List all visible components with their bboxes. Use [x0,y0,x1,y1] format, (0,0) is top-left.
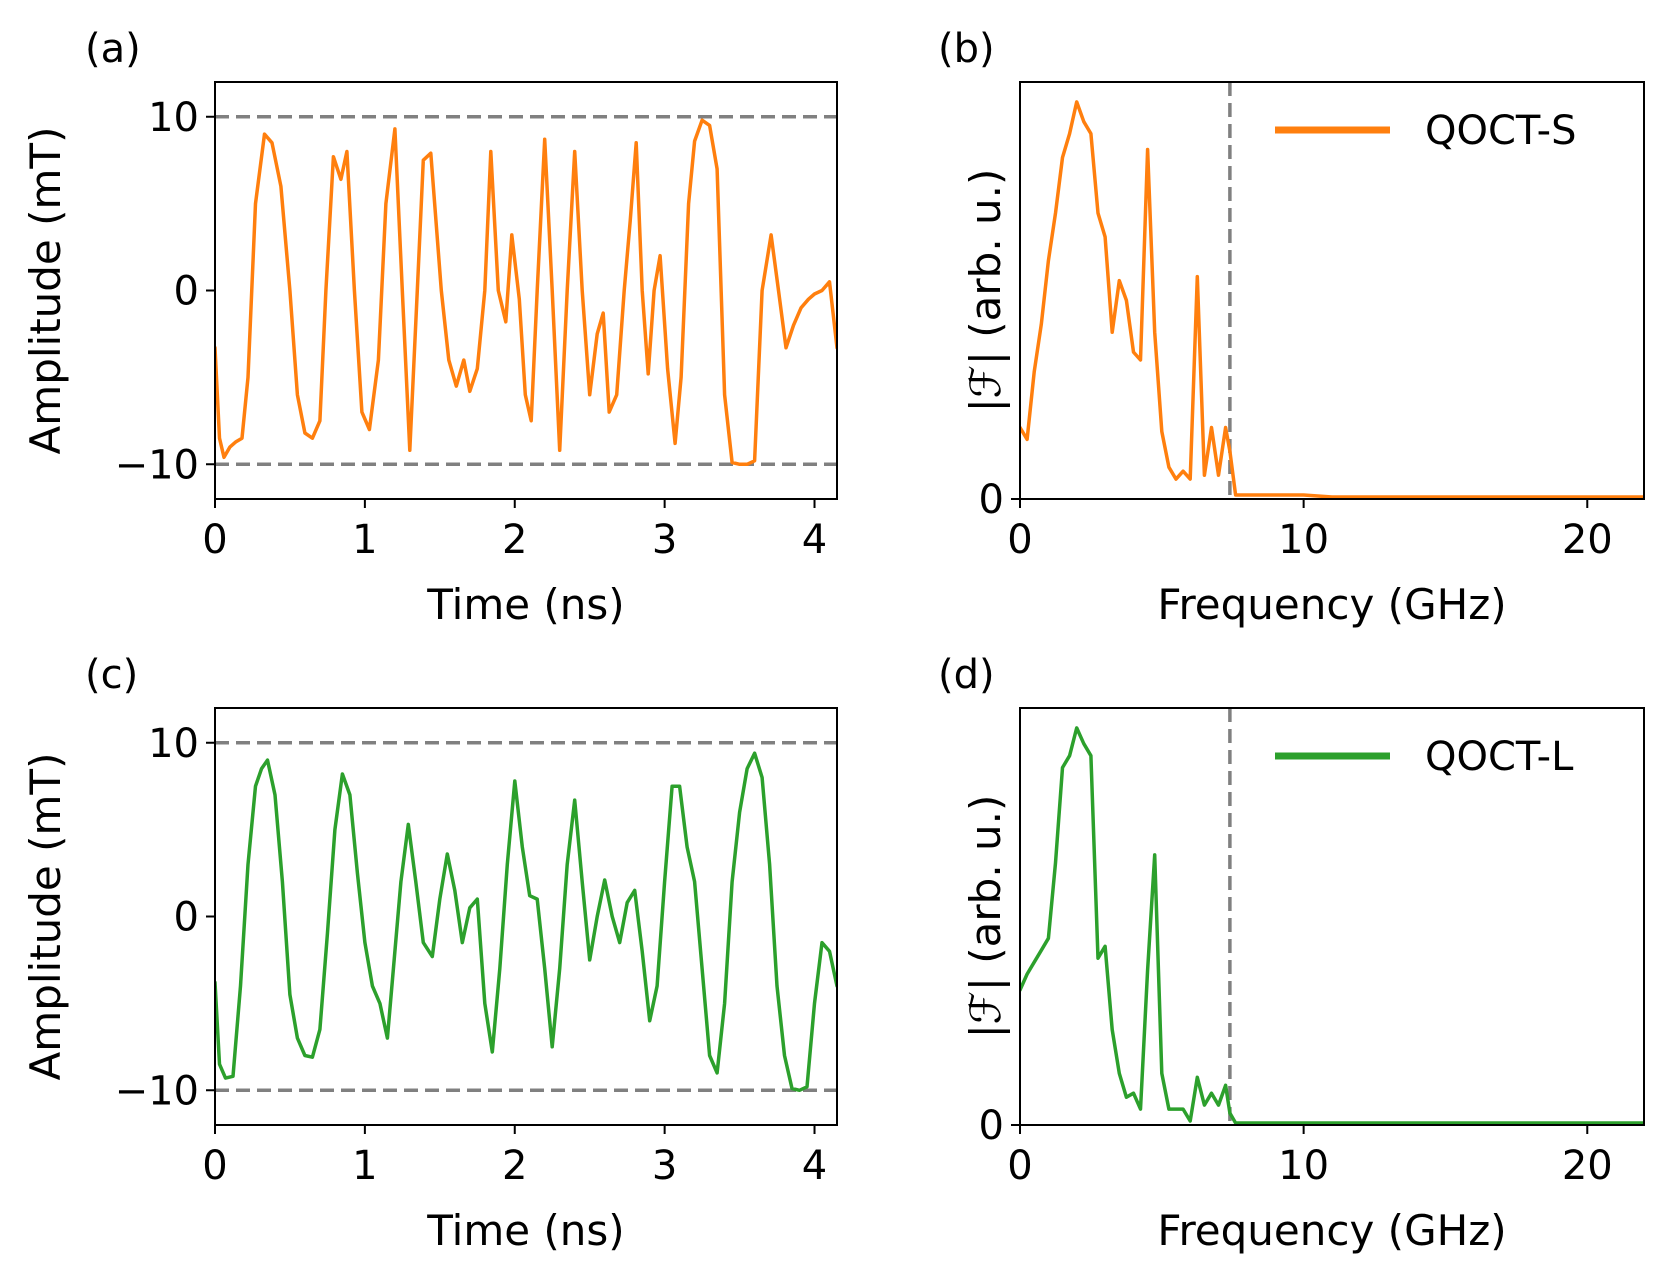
y-tick-label: −10 [115,1068,199,1114]
x-axis-label: Time (ns) [426,1206,624,1255]
x-tick-label: 2 [502,1143,527,1189]
x-tick-label: 1 [352,517,377,563]
y-axis-label: |ℱ| (arb. u.) [961,169,1010,413]
axes-frame [1019,707,1645,1126]
y-axis-label: Amplitude (mT) [21,753,70,1081]
x-tick-label: 3 [652,517,677,563]
panel-b: 0 10 20 0 Frequency (GHz) |ℱ| (arb. u.) (b) QOC… [938,26,1645,629]
series-line-qoct-l [1020,726,1644,1125]
panel-label: (a) [85,26,141,72]
x-tick-label: 0 [1007,517,1032,563]
x-tick-label: 3 [652,1143,677,1189]
x-axis-label: Frequency (GHz) [1157,1206,1506,1255]
x-tick-label: 20 [1562,1143,1613,1189]
y-tick-label: 10 [148,95,199,141]
axes-frame [1019,81,1645,500]
x-tick-label: 4 [802,1143,827,1189]
x-tick-label: 0 [1007,1143,1032,1189]
series-line-qoct-s [1020,100,1644,499]
y-tick-label: 0 [174,269,199,315]
x-tick-label: 0 [202,517,227,563]
x-tick-label: 2 [502,517,527,563]
series-line-qoct-l [215,751,837,1093]
legend-label: QOCT-S [1425,108,1576,154]
panel-label: (b) [938,26,995,72]
panel-d: 0 10 20 0 Frequency (GHz) |ℱ| (arb. u.) (d) QOC… [938,652,1645,1255]
panel-label: (d) [938,652,995,698]
y-tick-label: −10 [115,442,199,488]
y-tick-label: 0 [979,477,1004,523]
x-tick-label: 1 [352,1143,377,1189]
x-tick-label: 4 [802,517,827,563]
y-axis-label: |ℱ| (arb. u.) [961,795,1010,1039]
x-tick-label: 10 [1278,517,1329,563]
y-axis-label: Amplitude (mT) [21,127,70,455]
y-tick-label: 0 [979,1103,1004,1149]
x-tick-label: 10 [1278,1143,1329,1189]
x-tick-label: 20 [1562,517,1613,563]
x-axis-label: Frequency (GHz) [1157,580,1506,629]
y-tick-label: 0 [174,895,199,941]
panel-label: (c) [85,652,138,698]
legend-label: QOCT-L [1425,734,1574,780]
y-tick-label: 10 [148,721,199,767]
series-line-qoct-s [215,118,837,467]
x-axis-label: Time (ns) [426,580,624,629]
x-tick-label: 0 [202,1143,227,1189]
